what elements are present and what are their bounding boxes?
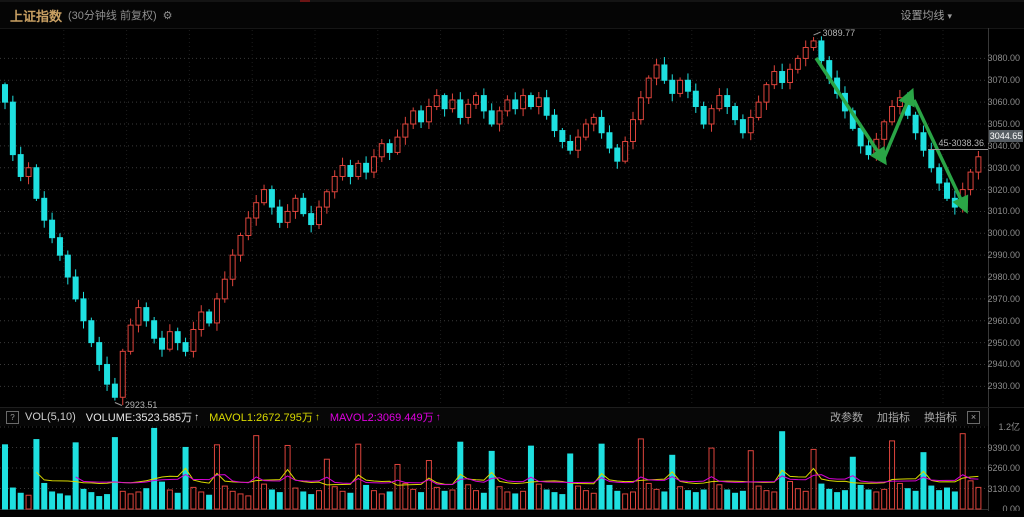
price-axis-label: 3010.00	[987, 206, 1020, 217]
indicator-header: ? VOL(5,10) VOLUME:3523.585万 ↑ MAVOL1:26…	[0, 408, 988, 426]
price-axis-label: 2930.00	[987, 381, 1020, 392]
price-axis-label: 3000.00	[987, 228, 1020, 239]
price-axis-label: 3080.00	[987, 53, 1020, 64]
price-axis-label: 3070.00	[987, 75, 1020, 86]
price-axis-label: 2970.00	[987, 293, 1020, 304]
index-title: 上证指数	[10, 8, 63, 24]
price-axis-label: 3030.00	[987, 162, 1020, 173]
volume-axis-label: 1.2亿	[998, 422, 1020, 432]
top-edge-artifact	[300, 0, 310, 2]
change-params-button[interactable]: 改参数	[830, 412, 863, 424]
mavol2-legend: MAVOL2:3069.449万	[329, 412, 434, 424]
help-icon[interactable]: ?	[6, 410, 19, 424]
high-price-annotation: 3089.77	[822, 28, 856, 39]
price-axis-label: 3060.00	[987, 97, 1020, 108]
volume-axis-label: 3130.00	[987, 483, 1020, 494]
mavol1-up-arrow-icon: ↑	[314, 411, 320, 423]
mavol2-up-arrow-icon: ↑	[435, 411, 441, 423]
price-axis-label: 2960.00	[987, 315, 1020, 326]
volume-up-arrow-icon: ↑	[194, 411, 200, 423]
chart-header: 上证指数 (30分钟线 前复权) ⚙ 设置均线 ▾	[0, 2, 1024, 29]
chevron-down-icon: ▾	[947, 11, 952, 21]
volume-axis-label: 9390.00	[987, 442, 1020, 453]
price-axis-label: 3020.00	[987, 184, 1020, 195]
close-icon[interactable]: ×	[967, 410, 980, 424]
price-axis-label: 2990.00	[987, 250, 1020, 261]
mavol1-legend: MAVOL1:2672.795万	[209, 412, 313, 424]
price-axis-label: 2940.00	[987, 359, 1020, 370]
price-axis-label: 3050.00	[987, 119, 1020, 129]
indicator-name[interactable]: VOL(5,10)	[25, 411, 76, 423]
volume-legend: VOLUME:3523.585万	[85, 412, 193, 424]
top-edge-strip	[0, 0, 1024, 2]
bottom-edge	[0, 511, 1024, 517]
price-axis-label: 3040.00	[987, 140, 1020, 151]
price-axis-label: 2980.00	[987, 272, 1020, 283]
drawn-line-label: 45-3038.36	[938, 138, 984, 149]
volume-axis-label: 0.00	[1002, 504, 1020, 514]
volume-axis-label: 6260.00	[987, 463, 1020, 473]
add-indicator-button[interactable]: 加指标	[877, 412, 910, 424]
gear-icon[interactable]: ⚙	[162, 9, 173, 22]
chart-period-label: (30分钟线 前复权)	[68, 10, 157, 22]
price-axis-label: 2950.00	[987, 337, 1020, 348]
ma-settings-label: 设置均线	[900, 10, 945, 22]
switch-indicator-button[interactable]: 换指标	[924, 412, 957, 424]
low-price-annotation: 2923.51	[124, 399, 158, 410]
current-price-tag: 3044.65	[989, 129, 1023, 142]
ma-settings-button[interactable]: 设置均线 ▾	[900, 7, 952, 23]
